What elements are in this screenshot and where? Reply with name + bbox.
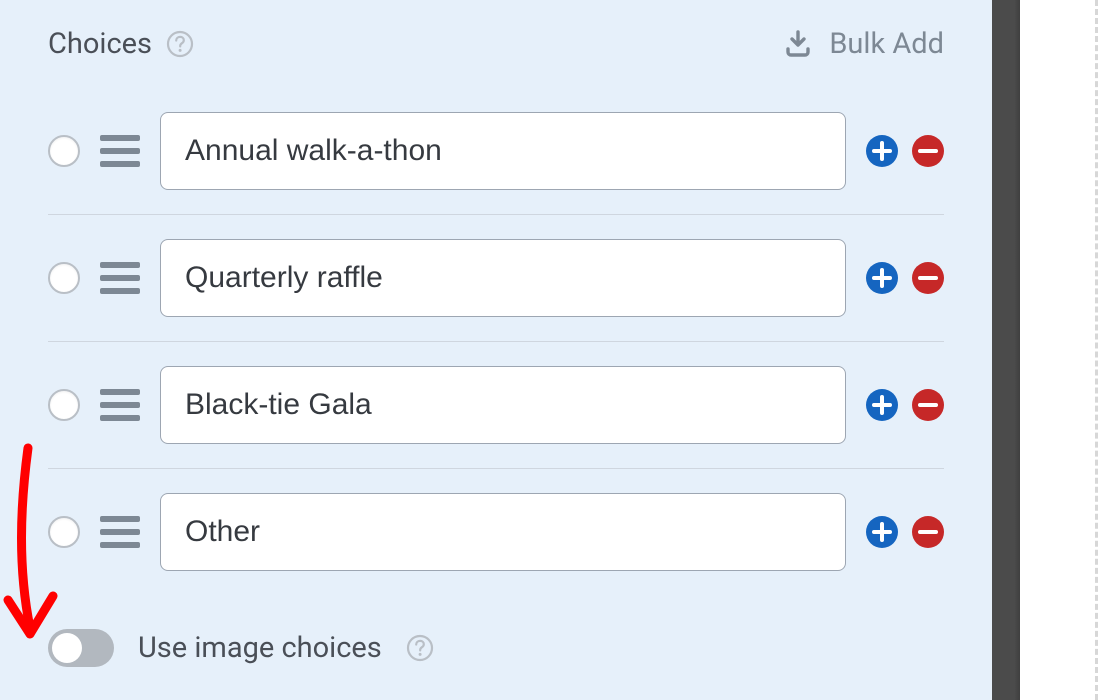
default-radio[interactable]: [48, 262, 80, 294]
choices-list: [48, 88, 944, 595]
help-icon[interactable]: [166, 30, 194, 58]
bulk-add-icon[interactable]: [783, 29, 813, 59]
default-radio[interactable]: [48, 516, 80, 548]
default-radio[interactable]: [48, 135, 80, 167]
add-choice-button[interactable]: [866, 135, 898, 167]
add-choice-button[interactable]: [866, 516, 898, 548]
choice-input[interactable]: [160, 112, 846, 190]
drag-handle-icon[interactable]: [100, 262, 140, 294]
drag-handle-icon[interactable]: [100, 516, 140, 548]
remove-choice-button[interactable]: [912, 516, 944, 548]
image-choices-row: Use image choices: [48, 595, 944, 667]
dashed-edge: [1095, 0, 1098, 700]
drag-handle-icon[interactable]: [100, 389, 140, 421]
choice-input[interactable]: [160, 239, 846, 317]
remove-choice-button[interactable]: [912, 389, 944, 421]
remove-choice-button[interactable]: [912, 262, 944, 294]
choice-row: [48, 469, 944, 595]
bulk-add-button[interactable]: Bulk Add: [829, 27, 944, 61]
choice-input[interactable]: [160, 366, 846, 444]
add-choice-button[interactable]: [866, 262, 898, 294]
choice-row: [48, 342, 944, 469]
choices-panel: Choices Bulk Add: [0, 0, 992, 700]
choice-row: [48, 88, 944, 215]
choice-input[interactable]: [160, 493, 846, 571]
default-radio[interactable]: [48, 389, 80, 421]
right-blank-area: [1020, 0, 1116, 700]
choice-row: [48, 215, 944, 342]
help-icon[interactable]: [406, 634, 434, 662]
add-choice-button[interactable]: [866, 389, 898, 421]
panel-header: Choices Bulk Add: [48, 14, 944, 74]
use-image-choices-label: Use image choices: [138, 631, 382, 665]
choices-heading: Choices: [48, 27, 152, 61]
right-scrim: [992, 0, 1020, 700]
use-image-choices-toggle[interactable]: [48, 629, 114, 667]
drag-handle-icon[interactable]: [100, 135, 140, 167]
remove-choice-button[interactable]: [912, 135, 944, 167]
